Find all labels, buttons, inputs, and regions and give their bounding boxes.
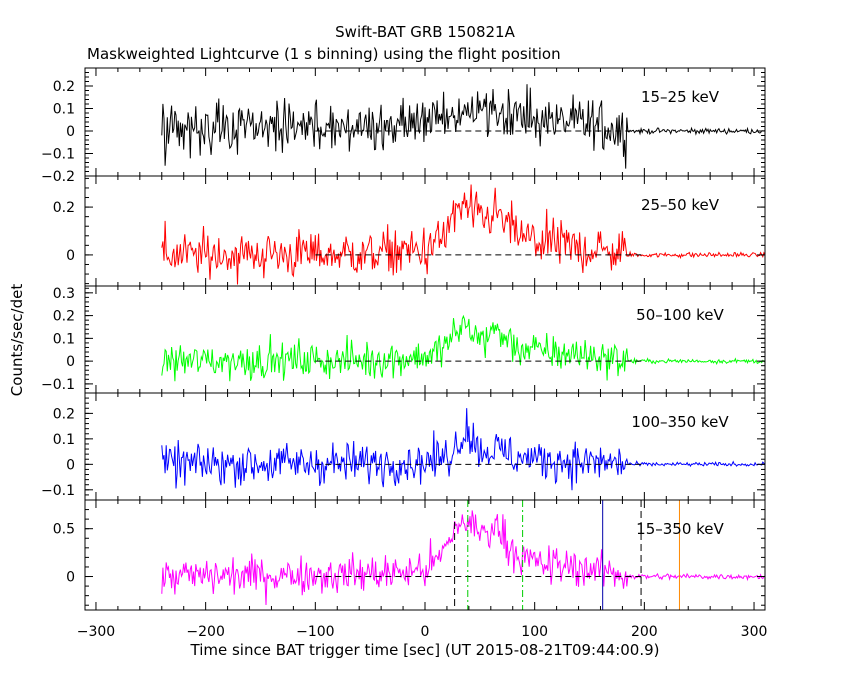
panel-15-350-kev: 0 0.5 15–350 keV bbox=[53, 499, 766, 611]
panel-25-50-kev: 0 0.2 25–50 keV bbox=[53, 175, 766, 287]
series-line bbox=[161, 408, 765, 491]
y-tick-label: −0.1 bbox=[41, 147, 75, 163]
y-tick-label: 0.1 bbox=[53, 102, 75, 118]
y-tick-label: 0.1 bbox=[53, 432, 75, 448]
band-label: 15–25 keV bbox=[641, 88, 720, 106]
series-line bbox=[161, 314, 765, 382]
y-tick-label: 0 bbox=[66, 570, 75, 586]
panel-15-25-kev: −0.2 −0.1 0 0.1 0.2 15–25 keV bbox=[41, 67, 766, 185]
y-tick-label: −0.1 bbox=[41, 377, 75, 393]
y-tick-label: 0 bbox=[66, 124, 75, 140]
y-tick-label: 0 bbox=[66, 354, 75, 370]
panel-50-100-kev: −0.1 0 0.1 0.2 0.3 50–100 keV bbox=[41, 285, 766, 394]
band-label: 100–350 keV bbox=[631, 413, 729, 431]
chart-subtitle: Maskweighted Lightcurve (1 s binning) us… bbox=[87, 45, 561, 63]
x-tick-label: 200 bbox=[631, 624, 658, 640]
y-tick-label: 0.2 bbox=[53, 200, 75, 216]
band-label: 15–350 keV bbox=[636, 520, 724, 538]
y-tick-label: 0.1 bbox=[53, 331, 75, 347]
x-tick-label: −300 bbox=[77, 624, 115, 640]
panel-frame bbox=[84, 392, 766, 501]
x-axis: −300 −200 −100 0 100 200 300 bbox=[77, 624, 768, 640]
x-tick-label: 300 bbox=[741, 624, 768, 640]
y-tick-label: 0 bbox=[66, 248, 75, 264]
y-tick-label: 0.5 bbox=[53, 522, 75, 538]
y-tick-label: −0.1 bbox=[41, 483, 75, 499]
x-tick-label: −100 bbox=[296, 624, 334, 640]
series-line bbox=[161, 184, 765, 285]
chart-title: Swift-BAT GRB 150821A bbox=[335, 23, 515, 41]
panels: −0.2 −0.1 0 0.1 0.2 15–25 keV 0 0.2 25–50 keV −0.… bbox=[41, 67, 766, 611]
x-axis-label: Time since BAT trigger time [sec] (UT 20… bbox=[190, 641, 660, 659]
band-label: 25–50 keV bbox=[641, 196, 720, 214]
panel-100-350-kev: −0.1 0 0.1 0.2 100–350 keV bbox=[41, 392, 766, 501]
y-tick-label: 0.3 bbox=[53, 286, 75, 302]
x-tick-label: 0 bbox=[421, 624, 430, 640]
x-tick-label: −200 bbox=[186, 624, 224, 640]
y-tick-label: 0.2 bbox=[53, 79, 75, 95]
y-tick-label: −0.2 bbox=[41, 169, 75, 185]
x-tick-label: 100 bbox=[521, 624, 548, 640]
band-label: 50–100 keV bbox=[636, 306, 724, 324]
panel-frame bbox=[84, 175, 766, 287]
y-tick-label: 0.2 bbox=[53, 406, 75, 422]
panel-frame bbox=[84, 499, 766, 611]
y-axis-label: Counts/sec/det bbox=[8, 284, 26, 397]
series-line bbox=[161, 510, 765, 606]
y-tick-label: 0 bbox=[66, 457, 75, 473]
panel-frame bbox=[84, 285, 766, 394]
series-line bbox=[161, 84, 765, 169]
y-tick-label: 0.2 bbox=[53, 309, 75, 325]
